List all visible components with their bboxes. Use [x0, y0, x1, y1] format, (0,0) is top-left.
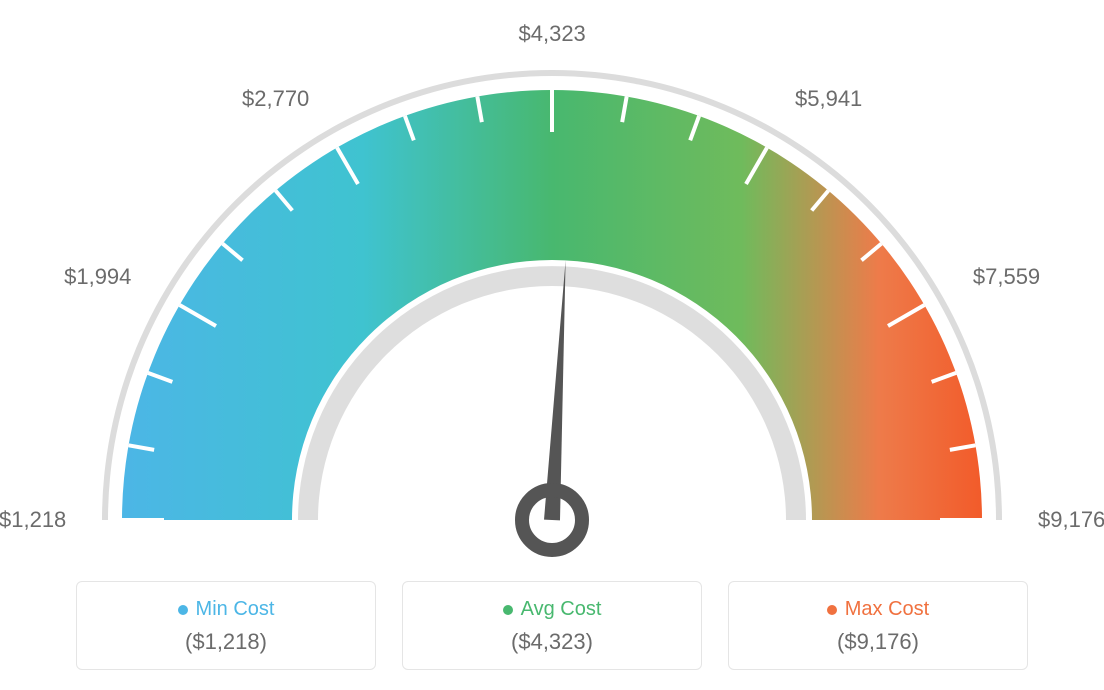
legend-dot-max	[827, 605, 837, 615]
gauge-tick-label: $2,770	[242, 86, 309, 112]
legend-label-avg: Avg Cost	[521, 598, 602, 621]
legend-row: Min Cost ($1,218) Avg Cost ($4,323) Max …	[0, 581, 1104, 670]
legend-label-min: Min Cost	[196, 598, 275, 621]
gauge-tick-label: $1,994	[64, 264, 131, 290]
legend-dot-avg	[503, 605, 513, 615]
gauge-tick-label: $7,559	[973, 264, 1040, 290]
legend-card-max: Max Cost ($9,176)	[728, 581, 1028, 670]
legend-dot-min	[178, 605, 188, 615]
gauge-area: $1,218 $1,994 $2,770 $4,323 $5,941 $7,559 $9,1…	[0, 0, 1104, 570]
gauge-tick-label: $4,323	[519, 21, 586, 47]
legend-head-min: Min Cost	[87, 598, 365, 621]
legend-head-max: Max Cost	[739, 598, 1017, 621]
legend-card-min: Min Cost ($1,218)	[76, 581, 376, 670]
gauge-svg	[0, 10, 1104, 570]
legend-head-avg: Avg Cost	[413, 598, 691, 621]
legend-card-avg: Avg Cost ($4,323)	[402, 581, 702, 670]
gauge-tick-label: $9,176	[1038, 507, 1104, 533]
legend-label-max: Max Cost	[845, 598, 929, 621]
gauge-chart-container: $1,218 $1,994 $2,770 $4,323 $5,941 $7,559 $9,1…	[0, 0, 1104, 690]
legend-value-min: ($1,218)	[87, 629, 365, 655]
gauge-tick-label: $5,941	[795, 86, 862, 112]
legend-value-max: ($9,176)	[739, 629, 1017, 655]
gauge-tick-label: $1,218	[0, 507, 66, 533]
legend-value-avg: ($4,323)	[413, 629, 691, 655]
